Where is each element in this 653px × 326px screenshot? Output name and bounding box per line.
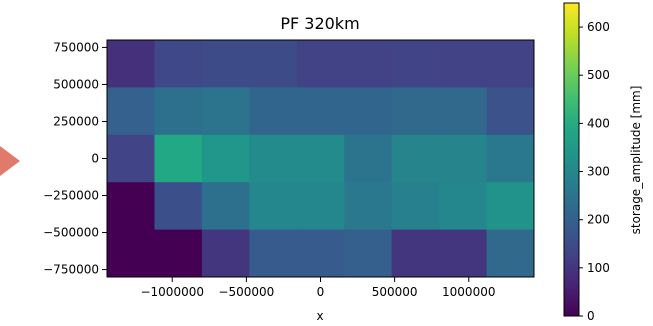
- x-tick-label: 0: [317, 285, 325, 299]
- heatmap-cell: [154, 134, 203, 183]
- heatmap-cell: [201, 229, 250, 278]
- colorbar-tick-label: 0: [587, 309, 595, 323]
- heatmap-cell: [391, 229, 440, 278]
- heatmap-cell: [249, 40, 298, 88]
- x-tick-label: 500000: [372, 285, 418, 299]
- heatmap-cell: [107, 134, 155, 183]
- heatmap-cell: [391, 40, 440, 88]
- heatmap-cell: [201, 134, 250, 183]
- heatmap-cell: [296, 87, 345, 136]
- colorbar-tick-label: 100: [587, 261, 610, 275]
- heatmap-cell: [249, 182, 298, 231]
- colorbar-tick-label: 400: [587, 116, 610, 130]
- heatmap-cell: [486, 182, 535, 231]
- heatmap-cell: [391, 134, 440, 183]
- colorbar-ticks: 0 100 200 300 400 500 600: [579, 20, 610, 323]
- chart-title: PF 320km: [280, 14, 359, 33]
- heatmap-cell: [486, 87, 535, 136]
- y-tick-label: −750000: [43, 263, 99, 277]
- y-axis: −750000 −500000 −250000 0 250000 500000 750000: [43, 40, 107, 277]
- heatmap-cell: [344, 182, 393, 231]
- heatmap-cell: [296, 134, 345, 183]
- x-tick-label: 1000000: [442, 285, 495, 299]
- heatmap-cell: [439, 87, 488, 136]
- y-tick-label: 500000: [53, 77, 99, 91]
- heatmap-cell: [201, 87, 250, 136]
- y-tick-label: −250000: [43, 189, 99, 203]
- y-tick-label: 0: [91, 152, 99, 166]
- heatmap-cell: [249, 87, 298, 136]
- heatmap-cell: [344, 134, 393, 183]
- side-arrow-icon: [0, 146, 20, 176]
- heatmap-cell: [391, 87, 440, 136]
- colorbar-tick-label: 300: [587, 165, 610, 179]
- y-tick-label: −500000: [43, 226, 99, 240]
- heatmap-cell: [344, 40, 393, 88]
- x-axis-title: x: [316, 309, 323, 323]
- heatmap-cell: [344, 87, 393, 136]
- colorbar-tick-label: 200: [587, 213, 610, 227]
- heatmap-cell: [154, 40, 203, 88]
- x-tick-label: −500000: [218, 285, 274, 299]
- x-tick-label: −1000000: [140, 285, 204, 299]
- colorbar-tick-label: 500: [587, 68, 610, 82]
- heatmap-cell: [107, 87, 155, 136]
- heatmap-cell: [486, 229, 535, 278]
- heatmap-cell: [154, 87, 203, 136]
- colorbar-gradient: [563, 2, 580, 317]
- heatmap-cell: [107, 182, 155, 231]
- y-tick-label: 250000: [53, 114, 99, 128]
- colorbar-title: storage_amplitude [mm]: [629, 86, 643, 235]
- heatmap-cell: [439, 134, 488, 183]
- heatmap-cell: [201, 182, 250, 231]
- heatmap-cell: [439, 182, 488, 231]
- heatmap-cell: [486, 40, 535, 88]
- heatmap-cell: [107, 40, 155, 88]
- colorbar-tick-label: 600: [587, 20, 610, 34]
- x-axis: −1000000 −500000 0 500000 1000000: [140, 277, 495, 299]
- heatmap-cell: [486, 134, 535, 183]
- heatmap-cell: [154, 182, 203, 231]
- heatmap-cell: [344, 229, 393, 278]
- y-tick-label: 750000: [53, 40, 99, 54]
- heatmap-cell: [107, 229, 155, 278]
- colorbar: 0 100 200 300 400 500 600 storage_amplitude [m…: [563, 2, 643, 323]
- heatmap-cell: [296, 40, 345, 88]
- heatmap-cell: [249, 134, 298, 183]
- heatmap-cell: [439, 40, 488, 88]
- heatmap-cell: [296, 229, 345, 278]
- heatmap-cells: [107, 40, 535, 278]
- heatmap-cell: [391, 182, 440, 231]
- heatmap-cell: [296, 182, 345, 231]
- heatmap-cell: [439, 229, 488, 278]
- heatmap-cell: [249, 229, 298, 278]
- heatmap-cell: [201, 40, 250, 88]
- heatmap-cell: [154, 229, 203, 278]
